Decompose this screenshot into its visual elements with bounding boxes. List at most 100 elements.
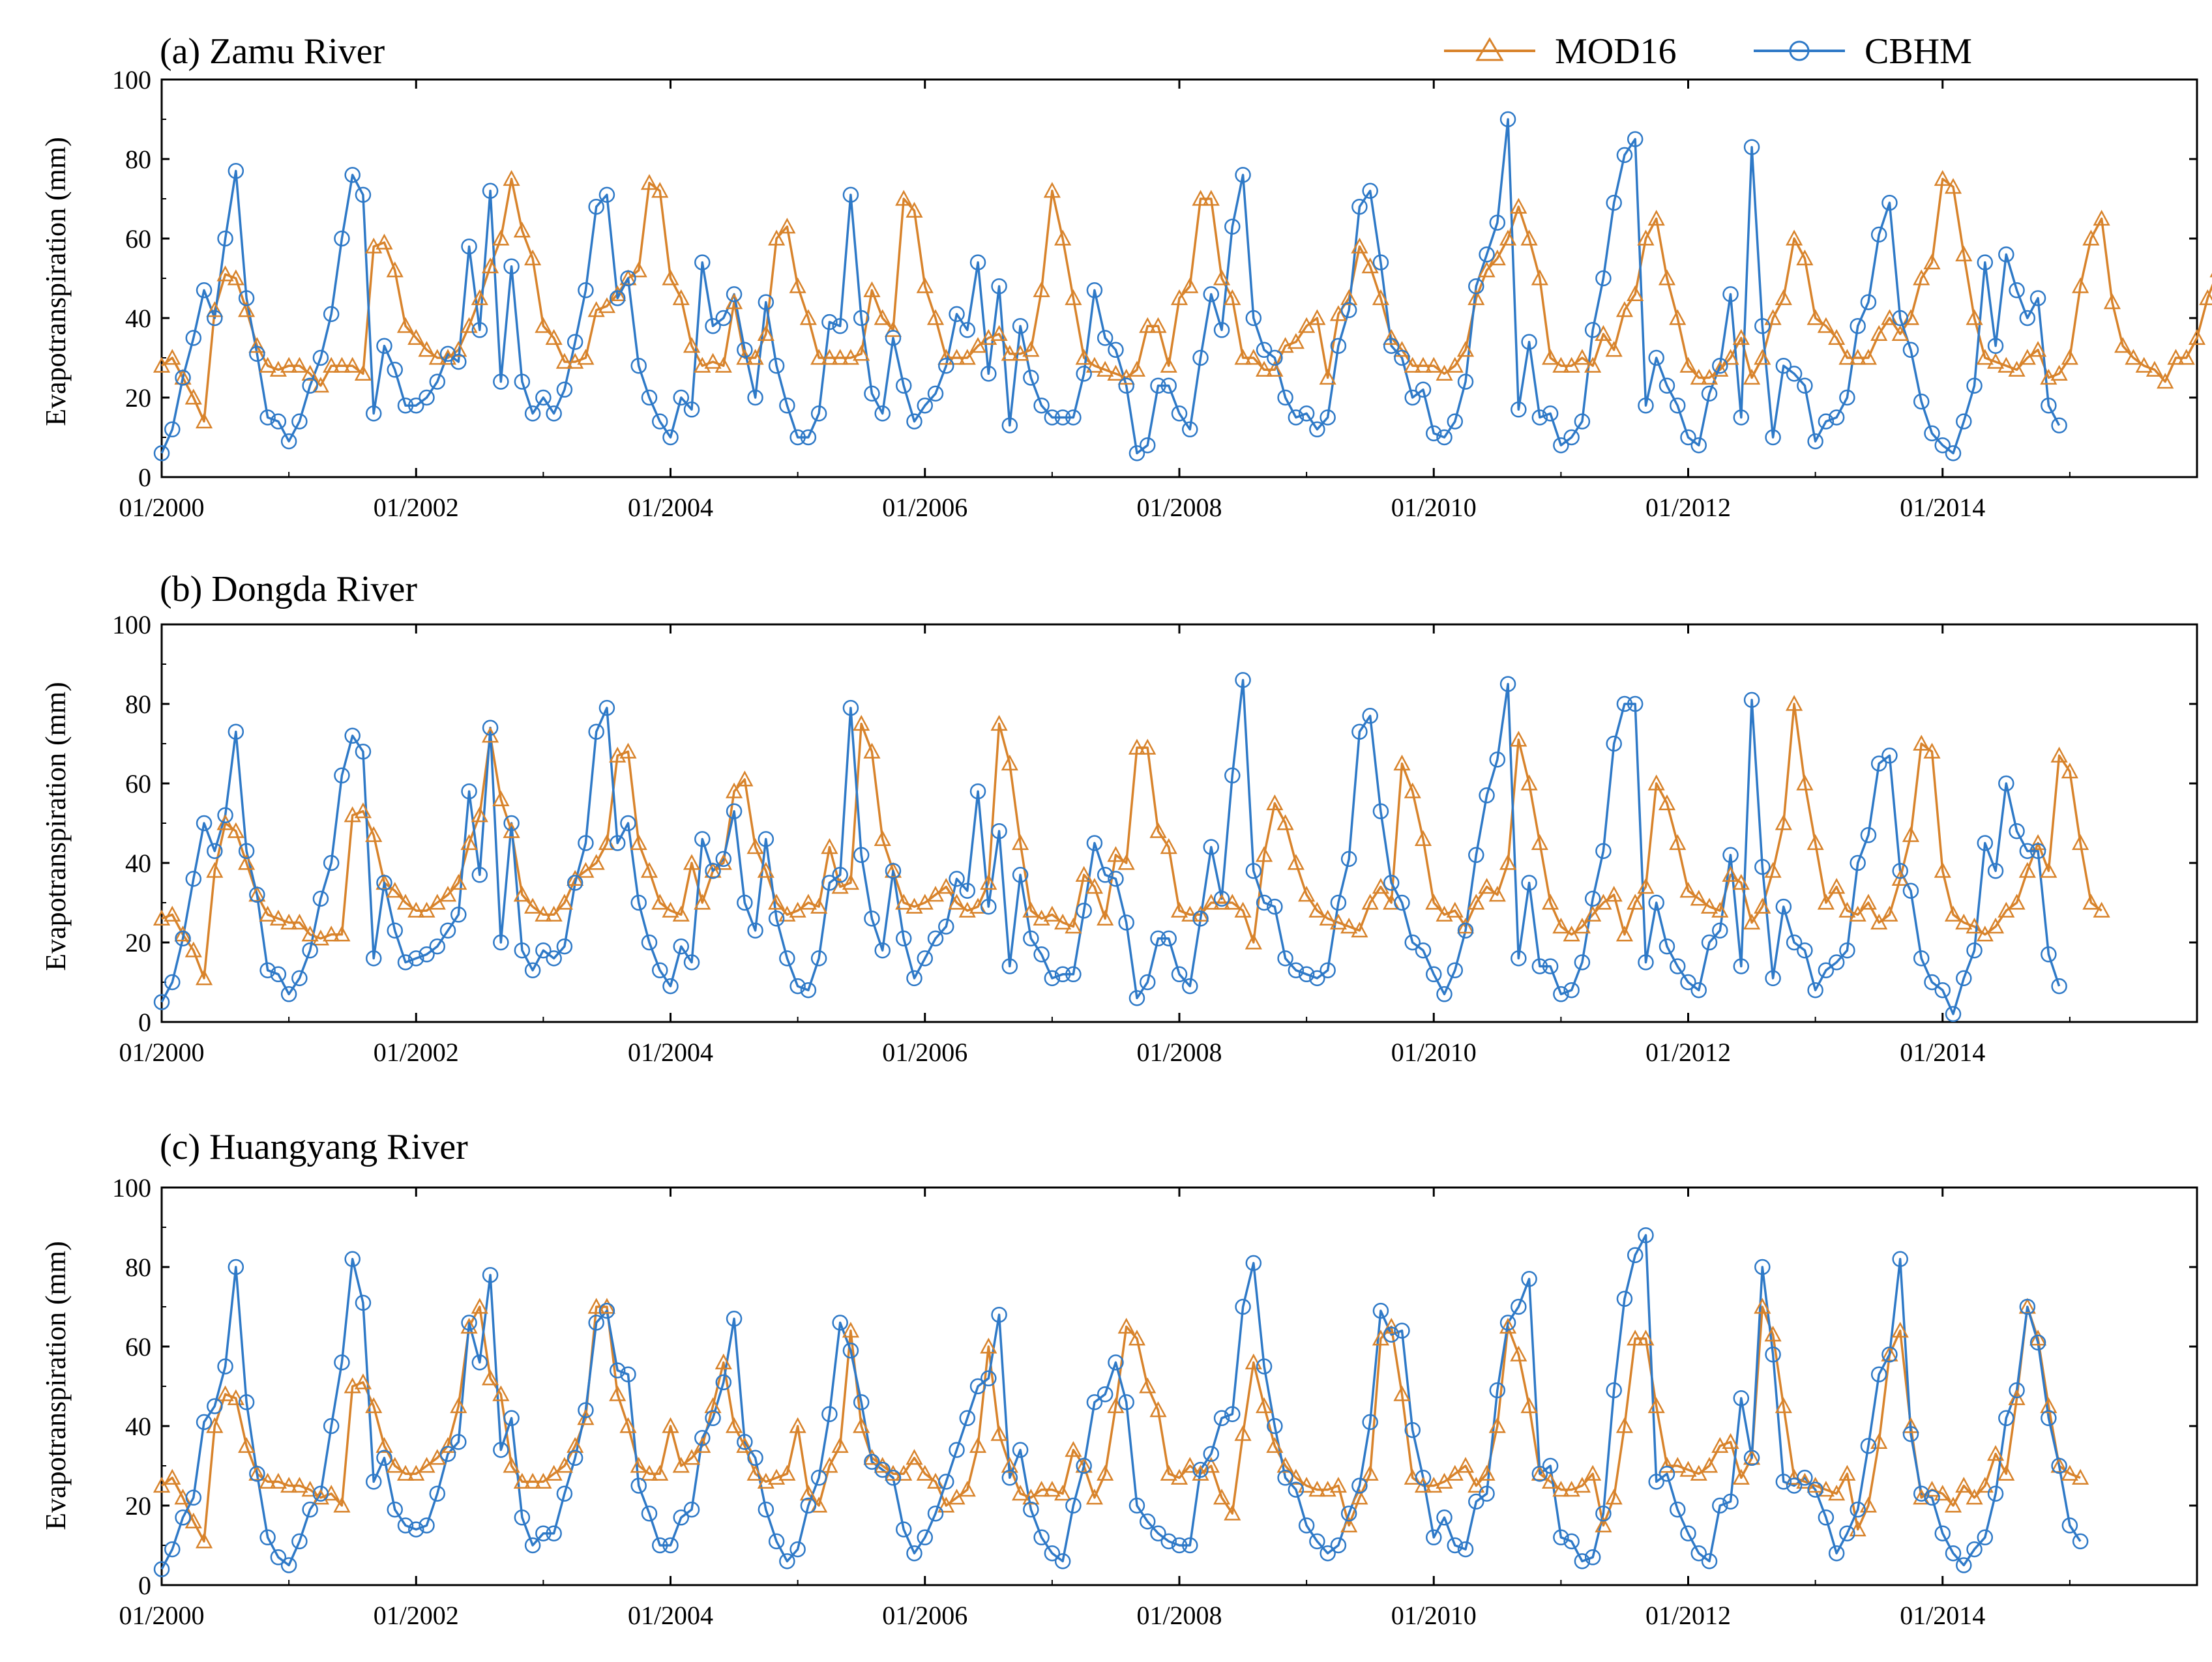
y-tick-label: 0 <box>138 1571 151 1600</box>
y-tick-label: 80 <box>125 690 151 719</box>
data-point-cbhm <box>1383 875 1400 891</box>
data-point-mod16 <box>1859 349 1878 365</box>
data-point-cbhm <box>207 310 223 327</box>
data-point-mod16 <box>407 1465 425 1481</box>
data-point-cbhm <box>482 1266 499 1283</box>
data-point-mod16 <box>2072 277 2089 293</box>
data-point-cbhm <box>217 1358 233 1375</box>
data-point-mod16 <box>1722 349 1739 365</box>
data-point-mod16 <box>1605 1489 1623 1505</box>
data-point-cbhm <box>949 1442 965 1458</box>
x-tick-label: 01/2004 <box>628 493 713 522</box>
data-point-mod16 <box>1552 357 1570 373</box>
data-point-cbhm <box>938 918 954 935</box>
data-point-mod16 <box>1786 695 1803 711</box>
data-point-mod16 <box>1499 229 1517 246</box>
data-point-mod16 <box>725 782 743 798</box>
data-point-mod16 <box>736 1436 754 1453</box>
data-point-cbhm <box>1743 139 1760 155</box>
data-point-cbhm <box>1584 322 1601 338</box>
data-point-mod16 <box>778 1465 796 1481</box>
data-point-cbhm <box>853 310 870 327</box>
data-point-mod16 <box>418 1457 435 1473</box>
data-point-mod16 <box>1085 1489 1104 1505</box>
data-point-cbhm <box>1648 894 1664 911</box>
data-point-cbhm <box>270 966 287 983</box>
data-point-mod16 <box>195 412 213 429</box>
data-point-cbhm <box>461 238 477 255</box>
data-point-cbhm <box>1033 1529 1050 1546</box>
data-point-mod16 <box>2050 1457 2068 1473</box>
data-point-cbhm <box>408 950 424 967</box>
data-point-cbhm <box>1913 393 1930 410</box>
data-point-mod16 <box>1467 894 1485 910</box>
data-point-cbhm <box>1404 1421 1421 1438</box>
data-point-cbhm <box>1076 902 1092 919</box>
data-point-mod16 <box>1298 1476 1316 1493</box>
series-lines <box>160 678 2102 1015</box>
data-point-mod16 <box>1351 1489 1368 1505</box>
data-point-mod16 <box>1097 360 1114 377</box>
data-point-mod16 <box>227 1389 244 1405</box>
data-point-mod16 <box>1192 190 1209 206</box>
data-point-cbhm <box>885 330 902 346</box>
data-point-mod16 <box>1139 1377 1157 1393</box>
data-point-cbhm <box>376 1450 392 1466</box>
data-point-mod16 <box>1128 738 1146 755</box>
y-tick-label: 60 <box>125 769 151 798</box>
data-point-cbhm <box>2029 290 2046 306</box>
data-point-cbhm <box>1945 1006 1962 1023</box>
data-point-cbhm <box>1584 1549 1601 1566</box>
data-point-cbhm <box>1023 1501 1039 1518</box>
data-point-cbhm <box>662 1537 679 1554</box>
data-point-mod16 <box>1563 1480 1580 1497</box>
data-point-mod16 <box>619 269 637 285</box>
data-point-cbhm <box>1320 409 1336 426</box>
data-point-mod16 <box>1488 1417 1506 1433</box>
data-point-mod16 <box>1913 269 1930 285</box>
x-tick-label: 01/2002 <box>374 493 459 522</box>
data-point-mod16 <box>1891 325 1909 341</box>
x-tick-label: 01/2010 <box>1391 1038 1477 1067</box>
data-point-mod16 <box>789 1417 806 1433</box>
data-point-cbhm <box>1934 437 1951 454</box>
data-point-mod16 <box>269 360 287 377</box>
data-point-mod16 <box>1934 169 1951 186</box>
data-point-cbhm <box>1733 409 1750 426</box>
data-point-cbhm <box>1902 1425 1919 1442</box>
data-point-mod16 <box>958 1480 976 1497</box>
data-point-mod16 <box>1170 289 1188 306</box>
data-point-cbhm <box>408 1521 424 1538</box>
data-point-cbhm <box>1097 867 1113 883</box>
data-point-mod16 <box>1245 1353 1262 1369</box>
data-point-cbhm <box>1351 198 1368 215</box>
axis-ticks: 0 20 40 60 80 100 01/2000 01/2002 01/2004 01/2006… <box>112 65 2197 522</box>
data-point-mod16 <box>1891 1321 1909 1338</box>
data-point-cbhm <box>175 1509 191 1526</box>
data-point-cbhm <box>1786 366 1803 382</box>
data-point-mod16 <box>545 1465 563 1481</box>
data-point-mod16 <box>386 261 404 278</box>
data-point-mod16 <box>1605 341 1623 357</box>
data-point-mod16 <box>1478 1465 1496 1481</box>
data-point-cbhm <box>1606 735 1622 752</box>
data-point-mod16 <box>1955 245 1973 261</box>
data-point-mod16 <box>916 1465 934 1481</box>
data-point-mod16 <box>1573 349 1591 365</box>
data-point-mod16 <box>1786 229 1803 246</box>
data-point-cbhm <box>1870 226 1887 243</box>
data-point-cbhm <box>1807 1481 1823 1498</box>
data-point-mod16 <box>1891 869 1909 886</box>
data-point-mod16 <box>1234 1425 1252 1441</box>
data-point-mod16 <box>1796 249 1814 266</box>
data-point-cbhm <box>2051 978 2067 995</box>
data-point-mod16 <box>1456 917 1475 934</box>
data-point-mod16 <box>2188 328 2206 345</box>
data-point-mod16 <box>1202 1457 1220 1473</box>
data-point-cbhm <box>1924 974 1940 991</box>
data-point-cbhm <box>789 429 806 446</box>
data-point-cbhm <box>1690 437 1707 454</box>
data-point-cbhm <box>588 198 604 215</box>
data-point-cbhm <box>482 182 499 199</box>
